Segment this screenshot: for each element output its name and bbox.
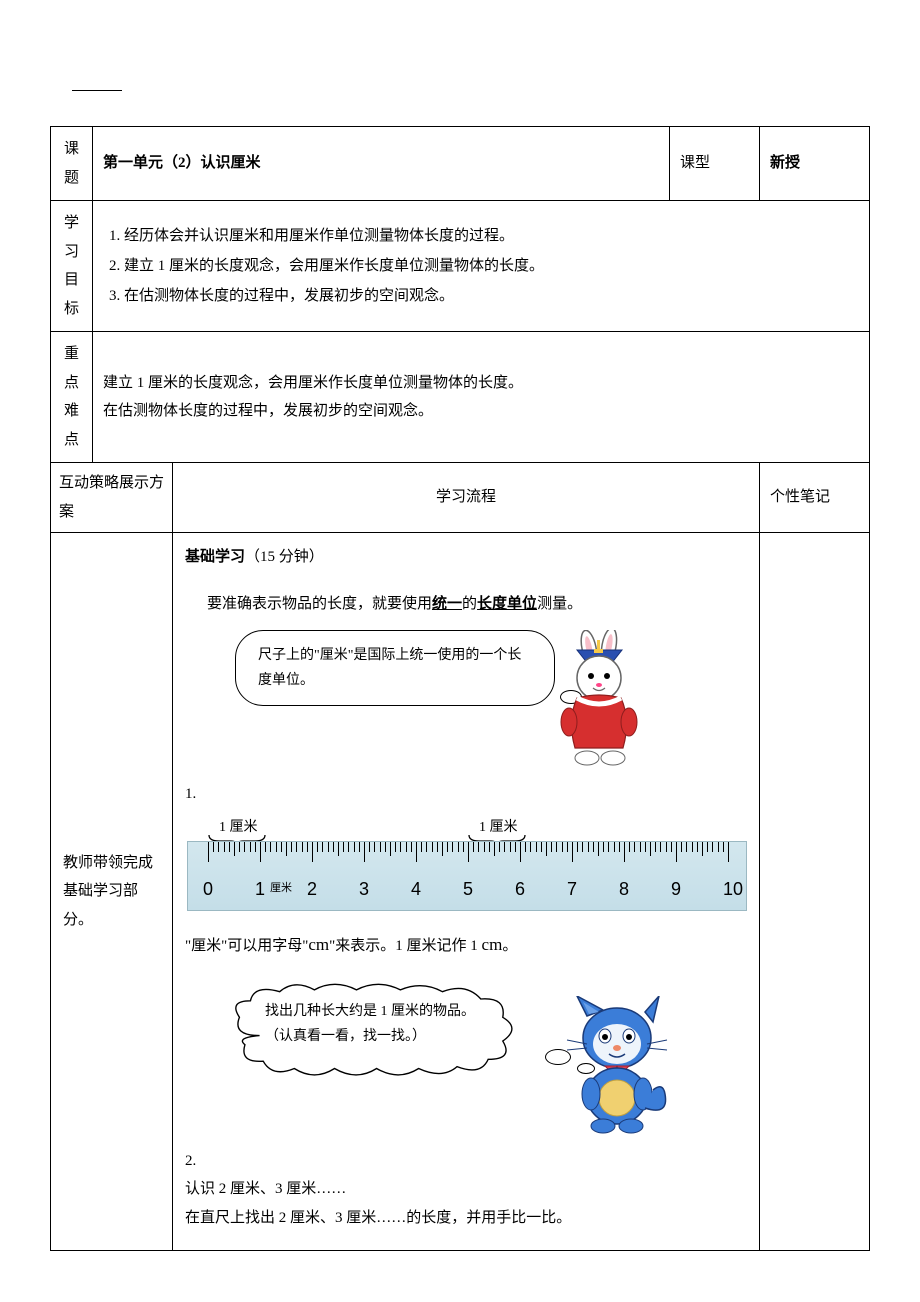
ruler-top-labels: 1 厘米 1 厘米: [185, 815, 747, 841]
text: 测量。: [537, 596, 582, 612]
text: cm: [308, 935, 329, 954]
strategy-header-cell: 互动策略展示方案: [51, 463, 173, 533]
label: 互动策略展示方案: [59, 475, 164, 520]
item-2-line: 认识 2 厘米、3 厘米……: [185, 1175, 747, 1204]
strategy-text: 教师带领完成基础学习部分。: [63, 855, 153, 928]
list-item: 在估测物体长度的过程中，发展初步的空间观念。: [109, 281, 859, 311]
item-1-number: 1.: [185, 780, 747, 809]
rabbit-teacher-icon: [547, 630, 657, 770]
keypoint-line: 建立 1 厘米的长度观念，会用厘米作长度单位测量物体的长度。: [103, 369, 859, 398]
page-header-underline: [72, 90, 122, 91]
table-row: 课题 第一单元（2）认识厘米 课型 新授: [51, 127, 870, 201]
lesson-plan-table: 课题 第一单元（2）认识厘米 课型 新授 学习目标 经历体会并认识厘米和用厘米作…: [50, 126, 870, 1251]
list-item: 建立 1 厘米的长度观念，会用厘米作长度单位测量物体的长度。: [109, 251, 859, 281]
keypoints-label-cell: 重点难点: [51, 332, 93, 463]
table-row: 教师带领完成基础学习部分。 基础学习（15 分钟） 要准确表示物品的长度，就要使…: [51, 533, 870, 1251]
speech-bubble-group: 尺子上的"厘米"是国际上统一使用的一个长度单位。: [215, 630, 747, 770]
keypoint-line: 在估测物体长度的过程中，发展初步的空间观念。: [103, 397, 859, 426]
list-item: 经历体会并认识厘米和用厘米作单位测量物体长度的过程。: [109, 221, 859, 251]
section-title: 基础学习: [185, 549, 245, 565]
label: 学习目标: [55, 209, 88, 323]
notes-cell: [760, 533, 870, 1251]
title-value-cell: 第一单元（2）认识厘米: [93, 127, 670, 201]
text: 的: [462, 596, 477, 612]
table-row: 重点难点 建立 1 厘米的长度观念，会用厘米作长度单位测量物体的长度。 在估测物…: [51, 332, 870, 463]
cloud-text: 找出几种长大约是 1 厘米的物品。 （认真看一看，找一找。）: [265, 999, 525, 1049]
flow-content-cell: 基础学习（15 分钟） 要准确表示物品的长度，就要使用统一的长度单位测量。 尺子…: [173, 533, 760, 1251]
strategy-cell: 教师带领完成基础学习部分。: [51, 533, 173, 1251]
text: "厘米"可以用字母": [185, 938, 308, 954]
text: 长度单位: [477, 596, 537, 612]
label: 课题: [55, 135, 88, 192]
notes-header-cell: 个性笔记: [760, 463, 870, 533]
text: 。: [502, 938, 517, 954]
objectives-list: 经历体会并认识厘米和用厘米作单位测量物体长度的过程。 建立 1 厘米的长度观念，…: [103, 221, 859, 311]
cm-note-line: "厘米"可以用字母"cm"来表示。1 厘米记作 1 cm。: [185, 929, 747, 961]
section-time: （15 分钟）: [245, 549, 324, 565]
label: 课型: [680, 155, 710, 171]
type-label-cell: 课型: [670, 127, 760, 201]
text: "来表示。1 厘米记作 1: [329, 938, 481, 954]
flow-header-cell: 学习流程: [173, 463, 760, 533]
intro-line: 要准确表示物品的长度，就要使用统一的长度单位测量。: [207, 590, 747, 619]
table-row: 互动策略展示方案 学习流程 个性笔记: [51, 463, 870, 533]
objectives-label-cell: 学习目标: [51, 201, 93, 332]
lesson-title: 第一单元（2）认识厘米: [103, 155, 261, 171]
item-2-line: 在直尺上找出 2 厘米、3 厘米……的长度，并用手比一比。: [185, 1204, 747, 1233]
objectives-cell: 经历体会并认识厘米和用厘米作单位测量物体长度的过程。 建立 1 厘米的长度观念，…: [93, 201, 870, 332]
item-2-number: 2.: [185, 1147, 747, 1176]
cat-icon: [557, 996, 687, 1136]
bubble-text: 尺子上的"厘米"是国际上统一使用的一个长度单位。: [258, 648, 521, 688]
text: cm: [482, 935, 503, 954]
title-label-cell: 课题: [51, 127, 93, 201]
thought-cloud-group: 找出几种长大约是 1 厘米的物品。 （认真看一看，找一找。）: [195, 971, 747, 1141]
text: 统一: [432, 596, 462, 612]
ruler-ticks: 01厘米2345678910: [208, 842, 728, 910]
label: 重点难点: [55, 340, 88, 454]
section-header: 基础学习（15 分钟）: [185, 543, 747, 572]
text: 要准确表示物品的长度，就要使用: [207, 596, 432, 612]
type-value-cell: 新授: [760, 127, 870, 201]
speech-bubble: 尺子上的"厘米"是国际上统一使用的一个长度单位。: [235, 630, 555, 706]
keypoints-cell: 建立 1 厘米的长度观念，会用厘米作长度单位测量物体的长度。 在估测物体长度的过…: [93, 332, 870, 463]
ruler-block: 1 厘米 1 厘米 01厘米2345678910: [185, 815, 747, 911]
ruler-graphic: 01厘米2345678910: [187, 841, 747, 911]
lesson-type: 新授: [770, 155, 800, 171]
text: 找出几种长大约是 1 厘米的物品。: [265, 999, 525, 1024]
label: 学习流程: [436, 489, 496, 505]
label: 个性笔记: [770, 489, 830, 505]
table-row: 学习目标 经历体会并认识厘米和用厘米作单位测量物体长度的过程。 建立 1 厘米的…: [51, 201, 870, 332]
text: （认真看一看，找一找。）: [265, 1024, 525, 1049]
